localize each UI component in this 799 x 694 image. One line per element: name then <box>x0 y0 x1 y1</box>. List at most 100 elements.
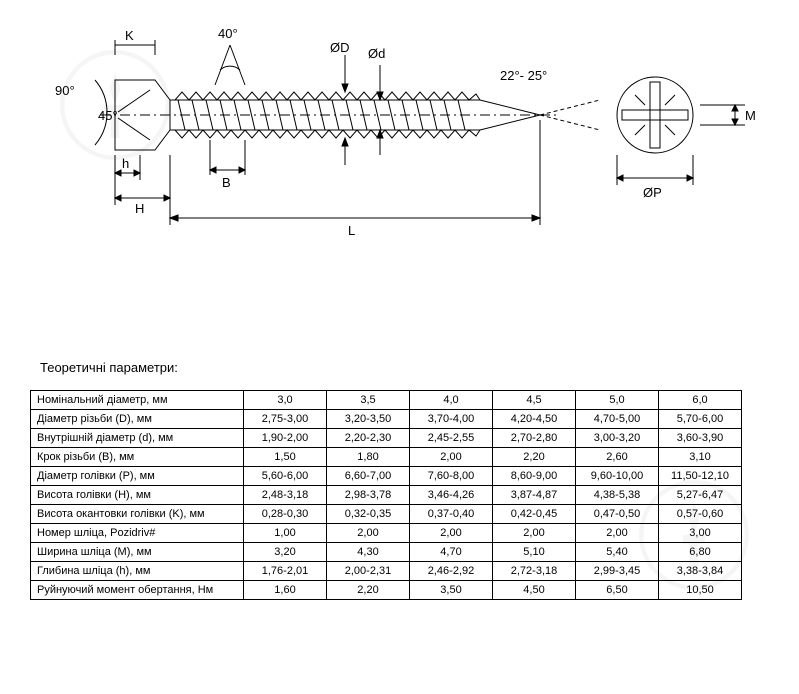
row-label: Руйнуючий момент обертання, Нм <box>31 581 244 600</box>
cell: 3,70-4,00 <box>410 410 493 429</box>
spec-table: Номінальний діаметр, мм3,03,54,04,55,06,… <box>30 390 742 600</box>
cell: 1,00 <box>244 524 327 543</box>
cell: 5,60-6,00 <box>244 467 327 486</box>
cell: 3,10 <box>659 448 742 467</box>
cell: 6,0 <box>659 391 742 410</box>
cell: 3,5 <box>327 391 410 410</box>
cell: 6,50 <box>576 581 659 600</box>
cell: 2,00 <box>493 524 576 543</box>
row-label: Висота голівки (H), мм <box>31 486 244 505</box>
row-label: Внутрішній діаметр (d), мм <box>31 429 244 448</box>
cell: 11,50-12,10 <box>659 467 742 486</box>
cell: 3,60-3,90 <box>659 429 742 448</box>
table-row: Крок різьби (B), мм1,501,802,002,202,603… <box>31 448 742 467</box>
table-row: Внутрішній діаметр (d), мм1,90-2,002,20-… <box>31 429 742 448</box>
row-label: Номер шліца, Pozidriv# <box>31 524 244 543</box>
cell: 2,00 <box>576 524 659 543</box>
cell: 2,20-2,30 <box>327 429 410 448</box>
row-label: Крок різьби (B), мм <box>31 448 244 467</box>
cell: 2,00 <box>327 524 410 543</box>
cell: 0,57-0,60 <box>659 505 742 524</box>
cell: 2,20 <box>493 448 576 467</box>
cell: 2,00-2,31 <box>327 562 410 581</box>
cell: 4,5 <box>493 391 576 410</box>
cell: 6,60-7,00 <box>327 467 410 486</box>
cell: 2,70-2,80 <box>493 429 576 448</box>
table-row: Руйнуючий момент обертання, Нм1,602,203,… <box>31 581 742 600</box>
row-label: Номінальний діаметр, мм <box>31 391 244 410</box>
cell: 1,60 <box>244 581 327 600</box>
cell: 4,70 <box>410 543 493 562</box>
table-caption: Теоретичні параметри: <box>40 360 178 375</box>
cell: 3,50 <box>410 581 493 600</box>
cell: 3,0 <box>244 391 327 410</box>
cell: 9,60-10,00 <box>576 467 659 486</box>
label-OP: ØP <box>643 185 662 200</box>
cell: 3,46-4,26 <box>410 486 493 505</box>
cell: 4,20-4,50 <box>493 410 576 429</box>
cell: 8,60-9,00 <box>493 467 576 486</box>
screw-diagram: 90° K 40° 45° <box>0 0 799 260</box>
cell: 2,45-2,55 <box>410 429 493 448</box>
row-label: Висота окантовки голівки (K), мм <box>31 505 244 524</box>
cell: 0,28-0,30 <box>244 505 327 524</box>
cell: 3,87-4,87 <box>493 486 576 505</box>
cell: 2,99-3,45 <box>576 562 659 581</box>
cell: 1,76-2,01 <box>244 562 327 581</box>
cell: 0,37-0,40 <box>410 505 493 524</box>
label-Od: Ød <box>368 46 385 61</box>
table-row: Висота окантовки голівки (K), мм0,28-0,3… <box>31 505 742 524</box>
label-H: H <box>135 201 144 216</box>
cell: 0,47-0,50 <box>576 505 659 524</box>
row-label: Діаметр різьби (D), мм <box>31 410 244 429</box>
cell: 0,42-0,45 <box>493 505 576 524</box>
cell: 3,20 <box>244 543 327 562</box>
cell: 4,30 <box>327 543 410 562</box>
cell: 2,98-3,78 <box>327 486 410 505</box>
cell: 3,38-3,84 <box>659 562 742 581</box>
cell: 2,60 <box>576 448 659 467</box>
table-row: Ширина шліца (M), мм3,204,304,705,105,40… <box>31 543 742 562</box>
row-label: Діаметр голівки (P), мм <box>31 467 244 486</box>
screw-svg: 90° K 40° 45° <box>0 0 799 260</box>
label-M: M <box>745 108 756 123</box>
table-row: Номінальний діаметр, мм3,03,54,04,55,06,… <box>31 391 742 410</box>
cell: 3,20-3,50 <box>327 410 410 429</box>
cell: 2,48-3,18 <box>244 486 327 505</box>
cell: 0,32-0,35 <box>327 505 410 524</box>
cell: 10,50 <box>659 581 742 600</box>
cell: 2,00 <box>410 524 493 543</box>
label-B: B <box>222 175 231 190</box>
cell: 2,20 <box>327 581 410 600</box>
cell: 4,0 <box>410 391 493 410</box>
cell: 5,27-6,47 <box>659 486 742 505</box>
cell: 4,50 <box>493 581 576 600</box>
row-label: Ширина шліца (M), мм <box>31 543 244 562</box>
cell: 4,70-5,00 <box>576 410 659 429</box>
label-L: L <box>348 223 355 238</box>
table-row: Діаметр голівки (P), мм5,60-6,006,60-7,0… <box>31 467 742 486</box>
table-row: Номер шліца, Pozidriv#1,002,002,002,002,… <box>31 524 742 543</box>
cell: 5,40 <box>576 543 659 562</box>
cell: 2,72-3,18 <box>493 562 576 581</box>
cell: 5,10 <box>493 543 576 562</box>
cell: 3,00-3,20 <box>576 429 659 448</box>
cell: 1,50 <box>244 448 327 467</box>
cell: 2,46-2,92 <box>410 562 493 581</box>
row-label: Глибина шліца (h), мм <box>31 562 244 581</box>
cell: 2,00 <box>410 448 493 467</box>
cell: 5,70-6,00 <box>659 410 742 429</box>
table-row: Висота голівки (H), мм2,48-3,182,98-3,78… <box>31 486 742 505</box>
cell: 5,0 <box>576 391 659 410</box>
label-OD: ØD <box>330 40 350 55</box>
cell: 2,75-3,00 <box>244 410 327 429</box>
cell: 6,80 <box>659 543 742 562</box>
label-90: 90° <box>55 83 75 98</box>
cell: 7,60-8,00 <box>410 467 493 486</box>
cell: 1,90-2,00 <box>244 429 327 448</box>
cell: 4,38-5,38 <box>576 486 659 505</box>
label-K: K <box>125 28 134 43</box>
cell: 1,80 <box>327 448 410 467</box>
label-h: h <box>122 156 129 171</box>
label-40: 40° <box>218 26 238 41</box>
